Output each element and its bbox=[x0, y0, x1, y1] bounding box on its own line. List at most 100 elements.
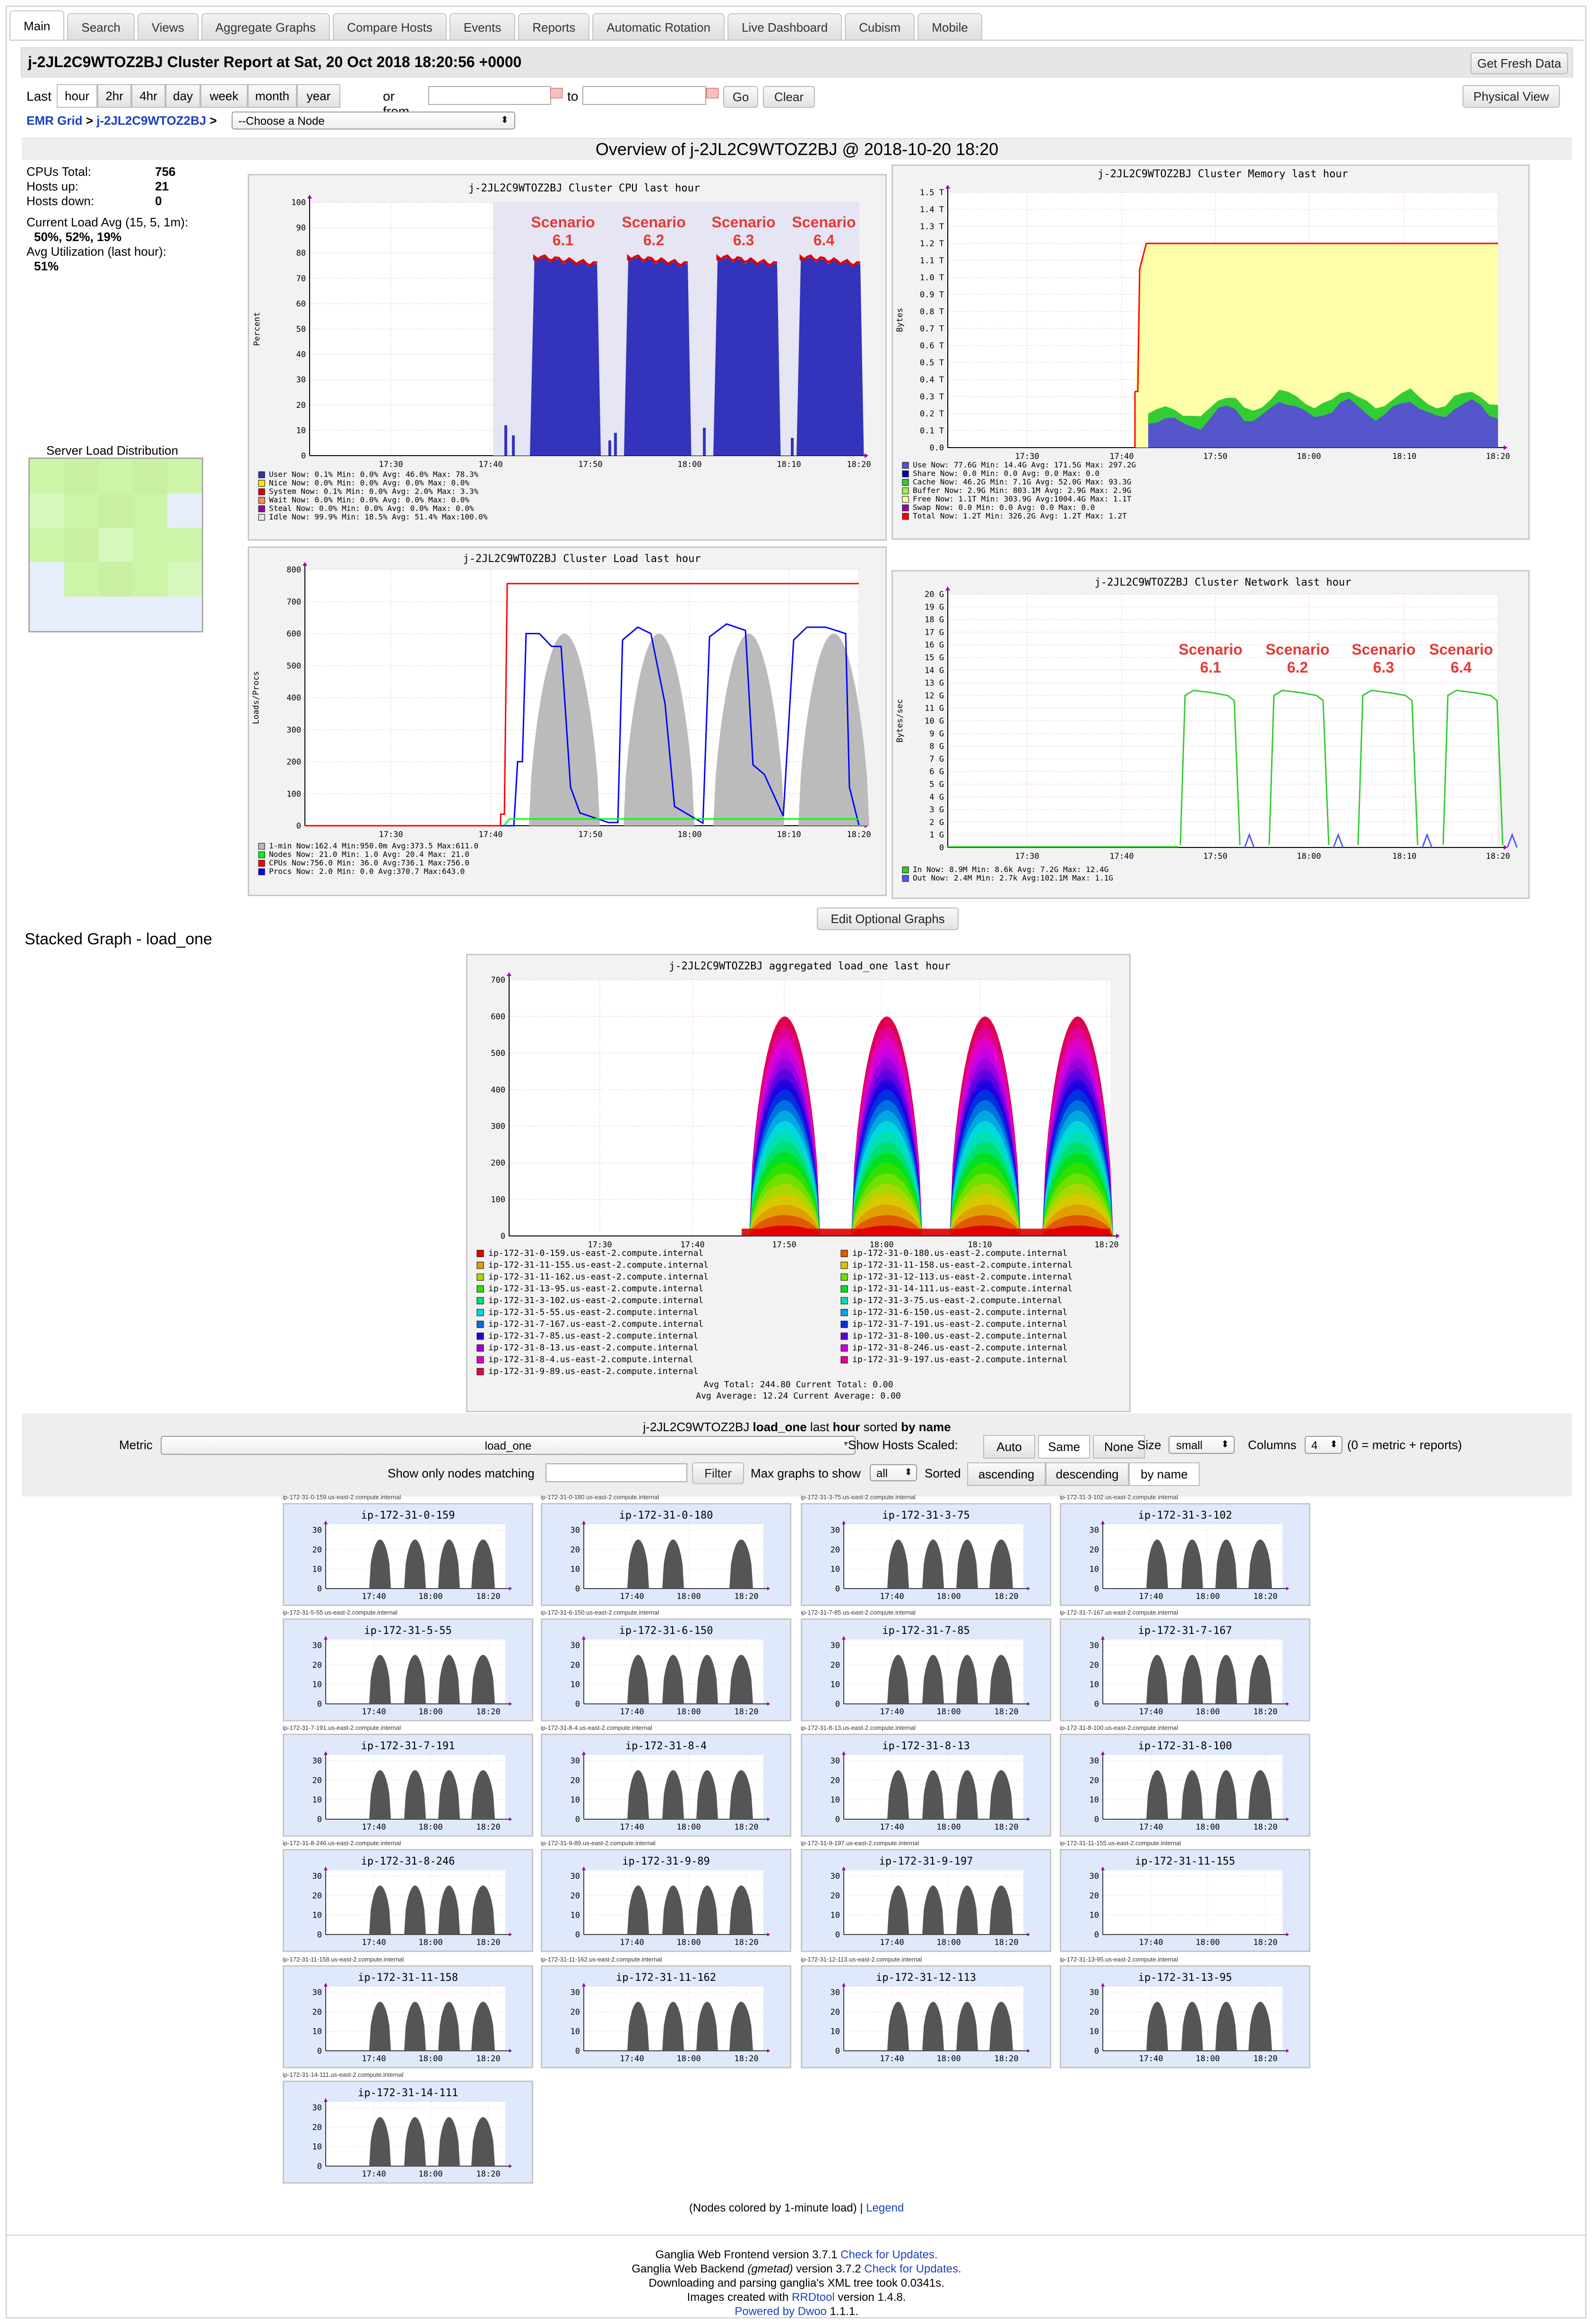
load-graph[interactable]: 800 700 600 500 400 300 200 100 0 17:30 17:40 17:50… bbox=[248, 546, 887, 896]
edit-optional-graphs-button[interactable]: Edit Optional Graphs bbox=[817, 907, 959, 930]
host-load-graph[interactable]: 30 20 10 0 17:40 18:00 18:20 ip-172-31-7-85 bbox=[801, 1618, 1051, 1721]
load-distribution-cell[interactable] bbox=[167, 493, 202, 528]
load-distribution-cell[interactable] bbox=[167, 562, 202, 597]
load-distribution-cell[interactable] bbox=[167, 527, 202, 562]
load-distribution-cell[interactable] bbox=[133, 493, 168, 528]
server-load-distribution-map[interactable] bbox=[28, 458, 203, 632]
range-hour[interactable]: hour bbox=[57, 84, 97, 108]
stacked-load-graph[interactable]: 700 600 500 400 300 200 100 0 17:30 17:40 17:50 18:… bbox=[466, 954, 1131, 1412]
host-graph-title: ip-172-31-5-55 bbox=[364, 1625, 451, 1637]
load-distribution-cell[interactable] bbox=[64, 459, 99, 493]
tab-live-dashboard[interactable]: Live Dashboard bbox=[727, 13, 842, 40]
load-distribution-cell[interactable] bbox=[98, 527, 133, 562]
load-distribution-cell[interactable] bbox=[30, 459, 64, 493]
tab-cubism[interactable]: Cubism bbox=[845, 13, 915, 40]
load-distribution-cell[interactable] bbox=[30, 527, 64, 562]
node-filter-input[interactable] bbox=[545, 1463, 687, 1482]
calendar-icon[interactable] bbox=[706, 88, 719, 98]
sort-ascending[interactable]: ascending bbox=[967, 1462, 1046, 1486]
host-load-graph[interactable]: 30 20 10 0 17:40 18:00 18:20 ip-172-31-9-89 bbox=[541, 1849, 791, 1952]
host-load-graph[interactable]: 30 20 10 0 17:40 18:00 18:20 ip-172-31-5-55 bbox=[283, 1618, 533, 1721]
host-load-graph[interactable]: 30 20 10 0 17:40 18:00 18:20 ip-172-31-7-191 bbox=[283, 1734, 533, 1837]
range-4hr[interactable]: 4hr bbox=[131, 84, 165, 108]
host-load-graph[interactable]: 30 20 10 0 17:40 18:00 18:20 ip-172-31-8-4 bbox=[541, 1734, 791, 1837]
clear-button[interactable]: Clear bbox=[763, 86, 815, 108]
load-distribution-cell[interactable] bbox=[64, 596, 99, 631]
load-distribution-cell[interactable] bbox=[133, 459, 168, 493]
scaled-none[interactable]: None bbox=[1093, 1435, 1145, 1459]
host-load-graph[interactable]: 30 20 10 0 17:40 18:00 18:20 ip-172-31-13-95 bbox=[1060, 1965, 1310, 2068]
load-distribution-cell[interactable] bbox=[133, 562, 168, 597]
size-select[interactable]: small ⬍ bbox=[1169, 1436, 1235, 1454]
tab-mobile[interactable]: Mobile bbox=[918, 13, 982, 40]
host-load-graph[interactable]: 30 20 10 0 17:40 18:00 18:20 ip-172-31-3-75 bbox=[801, 1503, 1051, 1606]
range-year[interactable]: year bbox=[297, 84, 340, 108]
load-distribution-cell[interactable] bbox=[133, 527, 168, 562]
load-distribution-cell[interactable] bbox=[30, 562, 64, 597]
host-load-graph[interactable]: 30 20 10 0 17:40 18:00 18:20 ip-172-31-0-159 bbox=[283, 1503, 533, 1606]
range-day[interactable]: day bbox=[165, 84, 200, 108]
backend-update-link[interactable]: Check for Updates. bbox=[864, 2263, 961, 2275]
dwoo-link[interactable]: Powered by Dwoo bbox=[735, 2305, 827, 2318]
load-distribution-cell[interactable] bbox=[98, 596, 133, 631]
load-distribution-cell[interactable] bbox=[133, 596, 168, 631]
rrdtool-link[interactable]: RRDtool bbox=[791, 2291, 835, 2304]
host-load-graph[interactable]: 30 20 10 0 17:40 18:00 18:20 ip-172-31-0-180 bbox=[541, 1503, 791, 1606]
host-load-graph[interactable]: 30 20 10 0 17:40 18:00 18:20 ip-172-31-11-155 bbox=[1060, 1849, 1310, 1952]
get-fresh-data-button[interactable]: Get Fresh Data bbox=[1471, 52, 1568, 74]
load-distribution-cell[interactable] bbox=[30, 493, 64, 528]
breadcrumb-cluster-link[interactable]: j-2JL2C9WTOZ2BJ bbox=[96, 113, 207, 128]
cpu-graph[interactable]: 100 90 80 70 60 50 40 30 20 10 0 17:30 17:40 17:50 18:… bbox=[248, 174, 887, 541]
frontend-update-link[interactable]: Check for Updates. bbox=[840, 2248, 938, 2261]
load-distribution-cell[interactable] bbox=[167, 596, 202, 631]
range-2hr[interactable]: 2hr bbox=[97, 84, 131, 108]
memory-graph[interactable]: 1.5 T 1.4 T 1.3 T 1.2 T 1.1 T 1.0 T 0.9 T 0.8 T… bbox=[892, 164, 1530, 540]
host-load-graph[interactable]: 30 20 10 0 17:40 18:00 18:20 ip-172-31-9-197 bbox=[801, 1849, 1051, 1952]
breadcrumb-grid-link[interactable]: EMR Grid bbox=[26, 113, 83, 128]
scaled-same[interactable]: Same bbox=[1038, 1435, 1090, 1459]
host-load-graph[interactable]: 30 20 10 0 17:40 18:00 18:20 ip-172-31-8-246 bbox=[283, 1849, 533, 1952]
host-load-graph[interactable]: 30 20 10 0 17:40 18:00 18:20 ip-172-31-8-13 bbox=[801, 1734, 1051, 1837]
tab-aggregate-graphs[interactable]: Aggregate Graphs bbox=[201, 13, 330, 40]
from-date-input[interactable] bbox=[428, 86, 551, 105]
legend-link[interactable]: Legend bbox=[866, 2202, 904, 2214]
network-graph[interactable]: 20 G 19 G 18 G 17 G 16 G 15 G 14 G 13 G 12 G 11 G… bbox=[892, 570, 1530, 899]
host-load-graph[interactable]: 30 20 10 0 17:40 18:00 18:20 ip-172-31-7-167 bbox=[1060, 1618, 1310, 1721]
load-distribution-cell[interactable] bbox=[98, 562, 133, 597]
physical-view-button[interactable]: Physical View bbox=[1463, 85, 1560, 108]
max-graphs-select[interactable]: all ⬍ bbox=[870, 1464, 917, 1481]
host-load-graph[interactable]: 30 20 10 0 17:40 18:00 18:20 ip-172-31-3-102 bbox=[1060, 1503, 1310, 1606]
sort-descending[interactable]: descending bbox=[1046, 1462, 1129, 1486]
host-load-graph[interactable]: 30 20 10 0 17:40 18:00 18:20 ip-172-31-11-162 bbox=[541, 1965, 791, 2068]
load-distribution-cell[interactable] bbox=[98, 459, 133, 493]
calendar-icon[interactable] bbox=[550, 88, 563, 98]
host-load-graph[interactable]: 30 20 10 0 17:40 18:00 18:20 ip-172-31-11-158 bbox=[283, 1965, 533, 2068]
host-load-graph[interactable]: 30 20 10 0 17:40 18:00 18:20 ip-172-31-12-113 bbox=[801, 1965, 1051, 2068]
range-month[interactable]: month bbox=[248, 84, 297, 108]
load-distribution-cell[interactable] bbox=[167, 459, 202, 493]
columns-select[interactable]: 4 ⬍ bbox=[1305, 1436, 1342, 1454]
load-distribution-cell[interactable] bbox=[64, 493, 99, 528]
go-button[interactable]: Go bbox=[723, 86, 758, 108]
filter-button[interactable]: Filter bbox=[692, 1462, 744, 1484]
tab-main[interactable]: Main bbox=[9, 10, 65, 40]
scaled-auto[interactable]: Auto bbox=[983, 1435, 1035, 1459]
tab-views[interactable]: Views bbox=[137, 13, 199, 40]
tab-search[interactable]: Search bbox=[67, 13, 135, 40]
metric-select[interactable]: load_one ▾ bbox=[161, 1436, 856, 1455]
range-week[interactable]: week bbox=[200, 84, 248, 108]
load-distribution-cell[interactable] bbox=[30, 596, 64, 631]
host-load-graph[interactable]: 30 20 10 0 17:40 18:00 18:20 ip-172-31-14-111 bbox=[283, 2081, 533, 2184]
tab-compare-hosts[interactable]: Compare Hosts bbox=[333, 13, 447, 40]
host-load-graph[interactable]: 30 20 10 0 17:40 18:00 18:20 ip-172-31-6-150 bbox=[541, 1618, 791, 1721]
sort-by-name[interactable]: by name bbox=[1129, 1462, 1200, 1486]
node-select[interactable]: --Choose a Node ⬍ bbox=[232, 112, 515, 130]
load-distribution-cell[interactable] bbox=[98, 493, 133, 528]
tab-reports[interactable]: Reports bbox=[518, 13, 590, 40]
tab-events[interactable]: Events bbox=[449, 13, 516, 40]
to-date-input[interactable] bbox=[582, 86, 706, 105]
tab-automatic-rotation[interactable]: Automatic Rotation bbox=[592, 13, 725, 40]
load-distribution-cell[interactable] bbox=[64, 527, 99, 562]
load-distribution-cell[interactable] bbox=[64, 562, 99, 597]
host-load-graph[interactable]: 30 20 10 0 17:40 18:00 18:20 ip-172-31-8-100 bbox=[1060, 1734, 1310, 1837]
